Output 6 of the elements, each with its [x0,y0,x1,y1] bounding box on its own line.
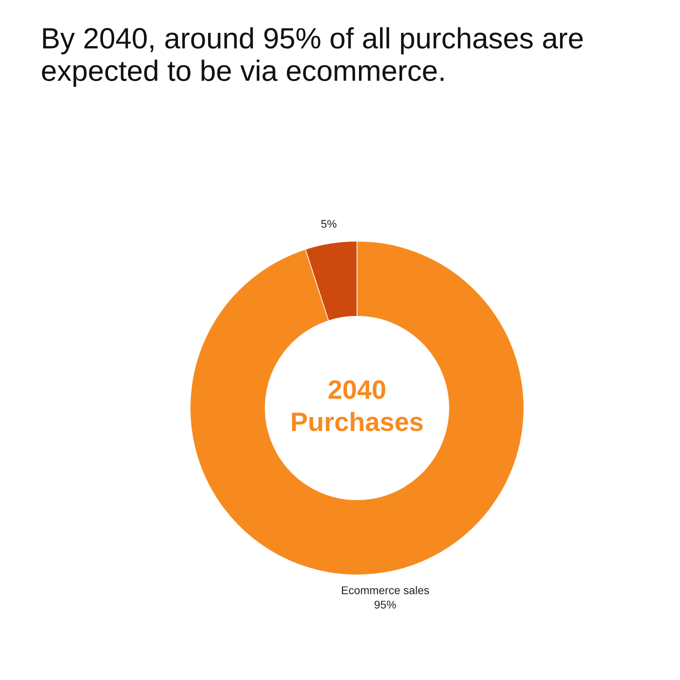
slice-label: Ecommerce sales [342,586,429,594]
data-label: 95% [374,600,396,609]
data-label: 5% [321,220,336,228]
donut-slice [190,240,524,576]
text: 2040 Purchases [292,380,423,432]
chart-title: By 2040, around 95% of all purchases are expected to be via ecommerce. [42,27,583,87]
